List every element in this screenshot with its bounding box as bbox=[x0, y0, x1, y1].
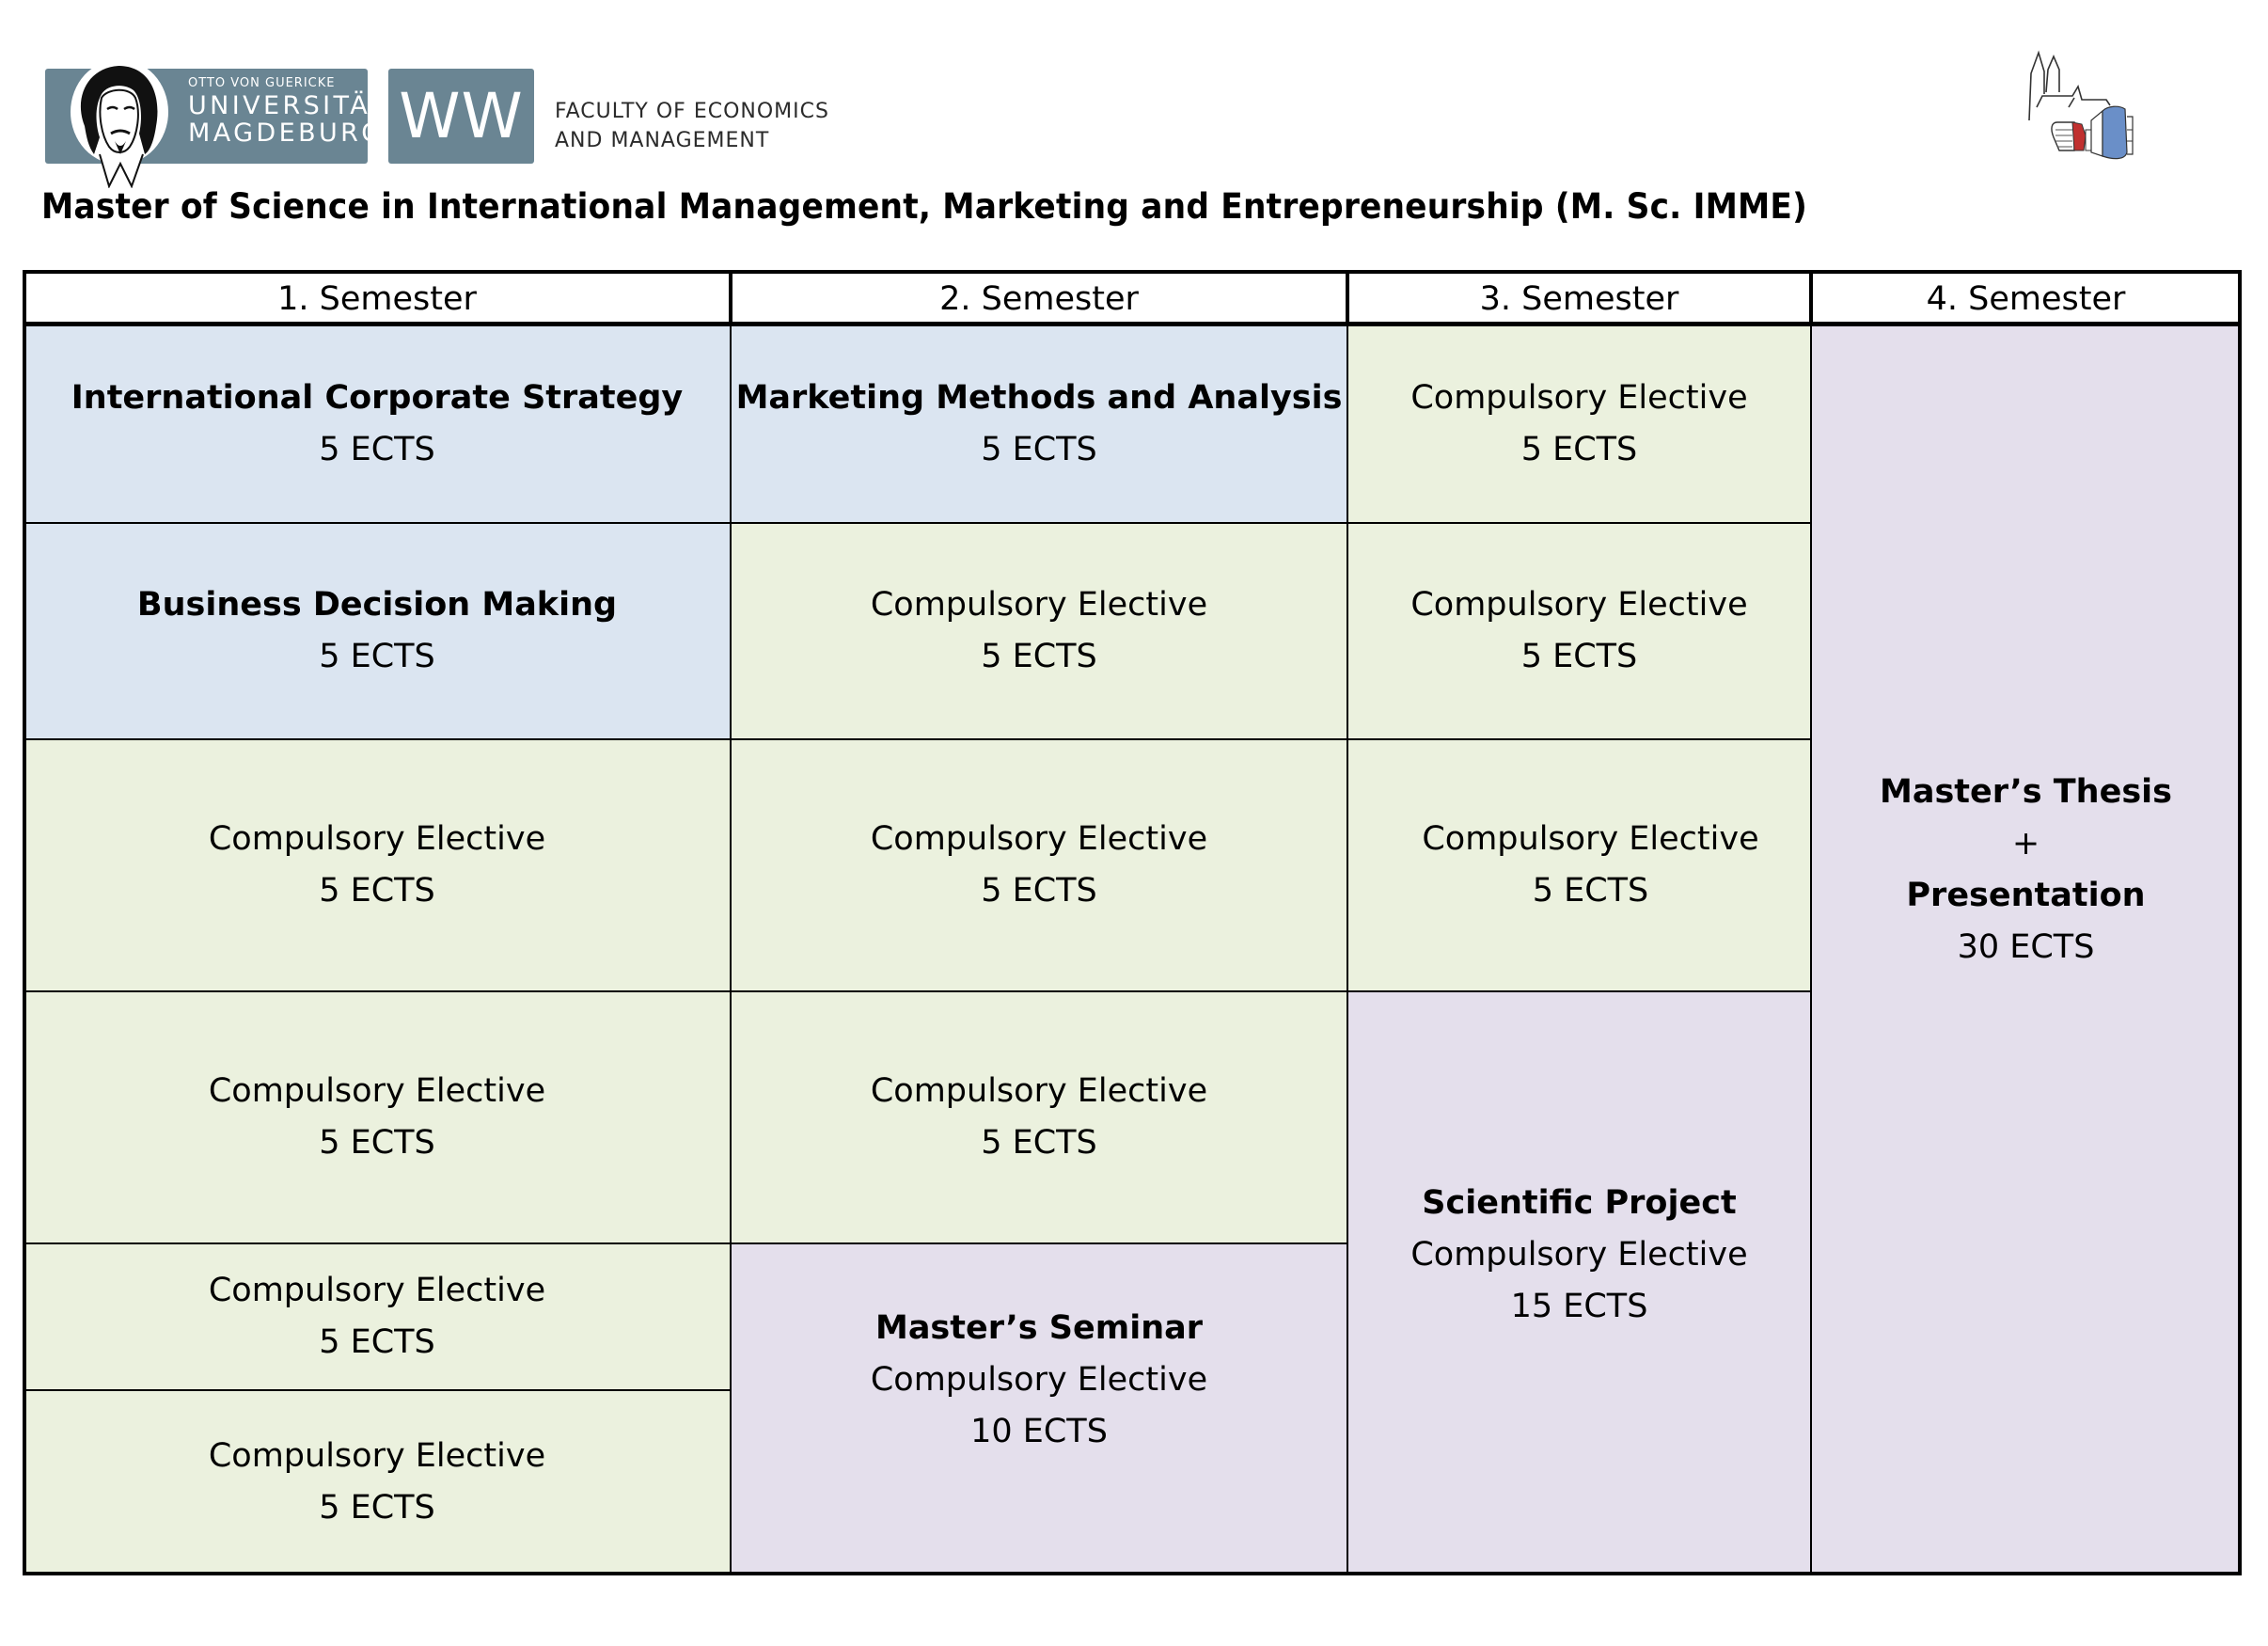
module-title: Scientific Project bbox=[1422, 1183, 1737, 1222]
module-marketing-methods-and-analysis: Marketing Methods and Analysis 5 ECTS bbox=[730, 324, 1348, 524]
module-compulsory-elective: Compulsory Elective 5 ECTS bbox=[1347, 324, 1812, 524]
module-business-decision-making: Business Decision Making 5 ECTS bbox=[23, 522, 732, 740]
module-title: Master’s Thesis bbox=[1880, 773, 2172, 811]
module-compulsory-elective: Compulsory Elective 5 ECTS bbox=[23, 990, 732, 1244]
faculty-name-line1: FACULTY OF ECONOMICS bbox=[555, 100, 829, 123]
module-ects: 15 ECTS bbox=[1510, 1287, 1648, 1325]
module-compulsory-elective: Compulsory Elective 5 ECTS bbox=[730, 738, 1348, 992]
module-ects: 5 ECTS bbox=[1520, 431, 1638, 468]
faculty-name: FACULTY OF ECONOMICS AND MANAGEMENT bbox=[555, 97, 829, 155]
module-international-corporate-strategy: International Corporate Strategy 5 ECTS bbox=[23, 324, 732, 524]
module-masters-seminar: Master’s Seminar Compulsory Elective 10 … bbox=[730, 1242, 1348, 1575]
module-title: Compulsory Elective bbox=[870, 586, 1208, 624]
module-ects: 5 ECTS bbox=[981, 431, 1097, 468]
module-ects: 5 ECTS bbox=[319, 1323, 435, 1361]
module-title: Compulsory Elective bbox=[870, 1072, 1208, 1110]
page-title: Master of Science in International Manag… bbox=[41, 186, 1808, 227]
module-ects: 30 ECTS bbox=[1957, 928, 2095, 966]
module-compulsory-elective: Compulsory Elective 5 ECTS bbox=[23, 738, 732, 992]
faculty-name-line2: AND MANAGEMENT bbox=[555, 129, 770, 152]
module-masters-thesis: Master’s Thesis + Presentation 30 ECTS bbox=[1810, 324, 2242, 1575]
campus-skyline-icon bbox=[2028, 50, 2134, 160]
semester-header-1: 1. Semester bbox=[23, 270, 732, 326]
module-ects: 5 ECTS bbox=[981, 1124, 1097, 1162]
semester-label: 2. Semester bbox=[939, 280, 1139, 318]
module-ects: 5 ECTS bbox=[319, 431, 435, 468]
module-title: Compulsory Elective bbox=[870, 820, 1208, 858]
university-logo-text: OTTO VON GUERICKE UNIVERSITÄT MAGDEBURG bbox=[188, 75, 387, 146]
module-title: Compulsory Elective bbox=[1410, 379, 1748, 417]
plus-sign: + bbox=[2011, 825, 2040, 863]
module-subtitle: Compulsory Elective bbox=[870, 1361, 1208, 1399]
module-title: Compulsory Elective bbox=[208, 1437, 546, 1475]
module-title: Compulsory Elective bbox=[208, 820, 546, 858]
semester-label: 3. Semester bbox=[1479, 280, 1679, 318]
university-logo-line1: OTTO VON GUERICKE bbox=[188, 76, 336, 90]
module-ects: 5 ECTS bbox=[981, 638, 1097, 675]
semester-label: 4. Semester bbox=[1926, 280, 2126, 318]
module-title: International Corporate Strategy bbox=[71, 379, 684, 417]
module-scientific-project: Scientific Project Compulsory Elective 1… bbox=[1347, 990, 1812, 1575]
module-ects: 5 ECTS bbox=[319, 638, 435, 675]
module-compulsory-elective: Compulsory Elective 5 ECTS bbox=[23, 1389, 732, 1575]
semester-label: 1. Semester bbox=[277, 280, 477, 318]
module-ects: 5 ECTS bbox=[1532, 872, 1649, 910]
guericke-portrait-icon bbox=[71, 60, 168, 188]
module-compulsory-elective: Compulsory Elective 5 ECTS bbox=[23, 1242, 732, 1391]
module-ects: 5 ECTS bbox=[319, 872, 435, 910]
semester-header-2: 2. Semester bbox=[730, 270, 1348, 326]
module-title: Compulsory Elective bbox=[1422, 820, 1759, 858]
semester-header-3: 3. Semester bbox=[1347, 270, 1812, 326]
module-ects: 5 ECTS bbox=[319, 1124, 435, 1162]
module-ects: 5 ECTS bbox=[1520, 638, 1638, 675]
module-title: Marketing Methods and Analysis bbox=[735, 379, 1343, 417]
module-ects: 5 ECTS bbox=[981, 872, 1097, 910]
module-title: Compulsory Elective bbox=[208, 1272, 546, 1309]
module-title: Master’s Seminar bbox=[874, 1309, 1203, 1347]
module-title: Business Decision Making bbox=[136, 586, 618, 624]
semester-header-4: 4. Semester bbox=[1810, 270, 2242, 326]
module-ects: 10 ECTS bbox=[970, 1413, 1108, 1450]
module-title: Compulsory Elective bbox=[208, 1072, 546, 1110]
module-compulsory-elective: Compulsory Elective 5 ECTS bbox=[730, 522, 1348, 740]
university-logo-line2: UNIVERSITÄT bbox=[188, 91, 387, 120]
module-subtitle: Compulsory Elective bbox=[1410, 1235, 1748, 1274]
module-compulsory-elective: Compulsory Elective 5 ECTS bbox=[730, 990, 1348, 1244]
study-plan-table: 1. Semester 2. Semester 3. Semester 4. S… bbox=[23, 270, 2242, 1575]
module-title: Compulsory Elective bbox=[1410, 586, 1748, 624]
module-compulsory-elective: Compulsory Elective 5 ECTS bbox=[1347, 738, 1812, 992]
module-title-2: Presentation bbox=[1906, 877, 2146, 914]
faculty-logo-ww: WW bbox=[388, 69, 534, 164]
module-compulsory-elective: Compulsory Elective 5 ECTS bbox=[1347, 522, 1812, 740]
university-logo-line3: MAGDEBURG bbox=[188, 119, 385, 148]
module-ects: 5 ECTS bbox=[319, 1489, 435, 1527]
